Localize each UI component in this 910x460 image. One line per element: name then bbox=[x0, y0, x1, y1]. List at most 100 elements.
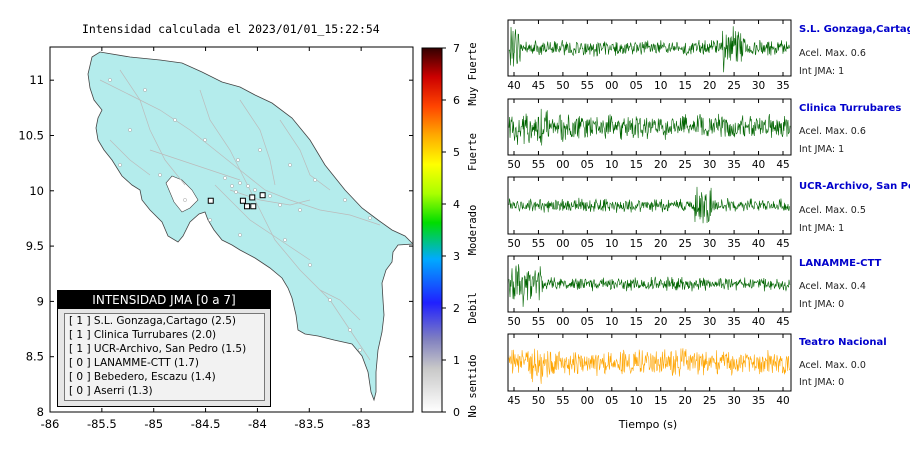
trace-tick-label: 15 bbox=[678, 80, 691, 92]
station-name: Clinica Turrubares bbox=[799, 103, 902, 114]
legend-item: [ 0 ] Aserri (1.3) bbox=[69, 385, 153, 397]
trace-tick-label: 10 bbox=[605, 316, 618, 328]
trace-tick-label: 55 bbox=[581, 80, 594, 92]
legend-list: [ 1 ] S.L. Gonzaga,Cartago (2.5) [ 1 ] C… bbox=[64, 313, 265, 401]
map-y-axis: 11 10.5 10 9.5 9 8.5 8 bbox=[18, 73, 413, 419]
map-x-tick-label: -83 bbox=[352, 417, 371, 431]
map-y-tick-label: 9.5 bbox=[26, 239, 44, 253]
trace-tick-label: 20 bbox=[654, 316, 667, 328]
station-marker bbox=[259, 192, 266, 199]
station-acc: Acel. Max. 0.6 bbox=[799, 126, 866, 137]
trace-frame bbox=[507, 333, 792, 392]
trace-tick-label: 55 bbox=[532, 316, 545, 328]
trace-tick-label: 05 bbox=[605, 395, 618, 407]
trace-tick-label: 25 bbox=[727, 80, 740, 92]
station-name: Teatro Nacional bbox=[799, 337, 887, 348]
trace-tick-label: 20 bbox=[654, 238, 667, 250]
station-dots bbox=[108, 78, 372, 352]
trace-tick-label: 50 bbox=[507, 159, 520, 171]
colorbar-class-label: Debil bbox=[467, 292, 479, 324]
station-acc: Acel. Max. 0.5 bbox=[799, 205, 866, 216]
trace-tick-label: 45 bbox=[507, 395, 520, 407]
legend-item: [ 0 ] LANAMME-CTT (1.7) bbox=[69, 357, 199, 369]
trace-panel: 50 55 00 05 10 15 20 25 30 35 40 45 bbox=[507, 176, 792, 250]
map-y-tick-label: 10 bbox=[29, 184, 44, 198]
colorbar-gradient bbox=[421, 47, 443, 413]
trace-waveform bbox=[508, 108, 791, 146]
trace-tick-label: 55 bbox=[556, 395, 569, 407]
trace-tick-label: 55 bbox=[532, 238, 545, 250]
colorbar-tick-label: 7 bbox=[453, 42, 460, 55]
station-marker bbox=[244, 203, 251, 210]
legend-item: [ 0 ] Bebedero, Escazu (1.4) bbox=[69, 371, 216, 383]
trace-tick-label: 10 bbox=[605, 238, 618, 250]
trace-tick-label: 30 bbox=[703, 316, 716, 328]
station-acc: Acel. Max. 0.0 bbox=[799, 360, 866, 371]
trace-tick-label: 00 bbox=[605, 80, 618, 92]
trace-tick-label: 40 bbox=[752, 238, 765, 250]
trace-tick-label: 10 bbox=[605, 159, 618, 171]
trace-tick-label: 35 bbox=[776, 80, 789, 92]
traces-xlabel: Tiempo (s) bbox=[618, 418, 677, 431]
trace-tick-label: 50 bbox=[507, 316, 520, 328]
colorbar-tick-label: 6 bbox=[453, 94, 460, 107]
station-jma: Int JMA: 1 bbox=[799, 223, 845, 234]
trace-tick-label: 40 bbox=[752, 159, 765, 171]
legend-title: INTENSIDAD JMA [0 a 7] bbox=[58, 291, 270, 309]
trace-panel: 50 55 00 05 10 15 20 25 30 35 40 45 bbox=[507, 255, 792, 328]
map-y-tick-label: 8 bbox=[37, 405, 44, 419]
trace-waveform bbox=[508, 26, 791, 73]
trace-tick-label: 20 bbox=[654, 159, 667, 171]
trace-tick-label: 20 bbox=[678, 395, 691, 407]
trace-tick-label: 25 bbox=[703, 395, 716, 407]
station-acc: Acel. Max. 0.4 bbox=[799, 281, 866, 292]
station-jma: Int JMA: 0 bbox=[799, 377, 845, 388]
road-network bbox=[99, 69, 381, 361]
colorbar-class-label: Muy Fuerte bbox=[467, 42, 479, 105]
trace-tick-label: 45 bbox=[776, 316, 789, 328]
station-jma: Int JMA: 0 bbox=[799, 299, 845, 310]
trace-tick-label: 05 bbox=[581, 159, 594, 171]
colorbar-class-label: No sentido bbox=[467, 354, 479, 417]
colorbar-tick-label: 5 bbox=[453, 146, 460, 159]
country-shape bbox=[87, 51, 414, 402]
map-station-markers bbox=[207, 192, 266, 210]
station-acc: Acel. Max. 0.6 bbox=[799, 48, 866, 59]
trace-tick-label: 35 bbox=[727, 316, 740, 328]
map-x-tick-label: -84.5 bbox=[191, 417, 221, 431]
colorbar-tick-label: 1 bbox=[453, 354, 460, 367]
station-jma: Int JMA: 1 bbox=[799, 144, 845, 155]
trace-tick-label: 00 bbox=[581, 395, 594, 407]
trace-tick-label: 10 bbox=[654, 80, 667, 92]
trace-tick-label: 50 bbox=[507, 238, 520, 250]
trace-tick-label: 45 bbox=[776, 238, 789, 250]
colorbar-tick-label: 4 bbox=[453, 198, 460, 211]
trace-tick-label: 05 bbox=[581, 316, 594, 328]
trace-tick-label: 30 bbox=[703, 238, 716, 250]
colorbar-tick-label: 2 bbox=[453, 302, 460, 315]
colorbar-tick-label: 0 bbox=[453, 406, 460, 419]
trace-waveform bbox=[508, 348, 791, 384]
map-x-axis: -86 -85.5 -85 -84.5 -84 -83.5 -83 bbox=[41, 47, 371, 431]
station-marker bbox=[250, 203, 257, 210]
map-x-tick-label: -85 bbox=[144, 417, 163, 431]
trace-tick-label: 55 bbox=[532, 159, 545, 171]
map-y-tick-label: 10.5 bbox=[18, 128, 44, 142]
trace-tick-label: 05 bbox=[581, 238, 594, 250]
trace-tick-label: 05 bbox=[630, 80, 643, 92]
trace-tick-label: 00 bbox=[556, 316, 569, 328]
trace-panel: 45 50 55 00 05 10 15 20 25 30 35 40 bbox=[507, 333, 792, 407]
map-x-tick-label: -85.5 bbox=[87, 417, 117, 431]
trace-tick-label: 25 bbox=[678, 238, 691, 250]
map-y-tick-label: 11 bbox=[29, 73, 44, 87]
trace-tick-label: 30 bbox=[727, 395, 740, 407]
trace-panel: 50 55 00 05 10 15 20 25 30 35 40 45 bbox=[507, 98, 792, 171]
colorbar-ticks: 0 1 2 3 4 5 6 7 bbox=[442, 42, 460, 419]
colorbar-labels: No sentido Debil Moderado Fuerte Muy Fuerte bbox=[467, 42, 479, 417]
trace-panel: 40 45 50 55 00 05 10 15 20 25 30 35 bbox=[507, 19, 792, 92]
colorbar-tick-label: 3 bbox=[453, 250, 460, 263]
gulf-of-nicoya bbox=[165, 175, 199, 213]
map-y-tick-label: 9 bbox=[37, 294, 44, 308]
trace-tick-label: 20 bbox=[703, 80, 716, 92]
station-marker bbox=[207, 197, 214, 204]
